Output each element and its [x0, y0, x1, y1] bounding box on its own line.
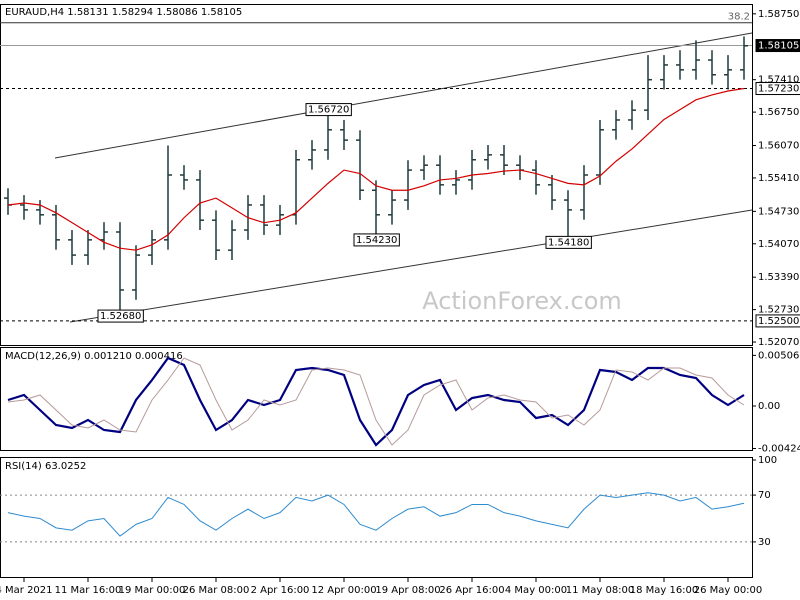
annotation: 1.52680	[100, 311, 141, 322]
fib-label: 38.2	[728, 12, 750, 23]
annotation-box	[97, 309, 144, 323]
macd-title: MACD(12,26,9) 0.001210 0.000416	[5, 351, 183, 362]
annotation-box	[353, 233, 400, 247]
series-line	[7, 356, 745, 447]
y-tick-label: 1.57410	[758, 75, 799, 86]
annotation-box	[545, 235, 592, 249]
y-tick-label: 70	[758, 490, 771, 501]
y-tick-label: 0.00	[758, 401, 780, 412]
y-tick-label: 1.54070	[758, 239, 799, 250]
y-tick-label: 30	[758, 537, 771, 548]
level-label: 1.58105	[758, 41, 799, 52]
y-tick-label: -0.004248	[758, 443, 800, 454]
x-tick-label: 4 May 00:00	[505, 585, 567, 596]
moving-average	[7, 87, 745, 251]
series-line	[7, 492, 745, 537]
x-tick-label: 2 Apr 16:00	[251, 585, 310, 596]
x-tick-label: 26 Apr 16:00	[439, 585, 504, 596]
annotation: 1.56720	[308, 105, 349, 116]
level-label-box	[755, 314, 800, 328]
rsi-title: RSI(14) 63.0252	[5, 461, 86, 472]
level-label-box	[755, 82, 800, 96]
watermark: ActionForex.com	[422, 287, 622, 315]
y-tick-label: 1.56750	[758, 107, 799, 118]
x-tick-label: 4 Mar 2021	[0, 585, 53, 596]
x-tick-label: 26 May 00:00	[694, 585, 763, 596]
y-tick-label: 1.58750	[758, 9, 799, 20]
x-tick-label: 19 Mar 00:00	[119, 585, 186, 596]
annotation: 1.54180	[548, 237, 589, 248]
y-tick-label: 100	[758, 455, 777, 466]
x-tick-label: 11 Mar 16:00	[55, 585, 122, 596]
y-tick-label: 1.56070	[758, 141, 799, 152]
annotation-box	[305, 103, 352, 117]
y-tick-label: 1.52730	[758, 305, 799, 316]
y-tick-label: 1.52070	[758, 337, 799, 348]
y-tick-label: 1.53390	[758, 272, 799, 283]
level-label-box	[755, 39, 800, 53]
channel-upper	[54, 32, 753, 159]
y-tick-label: 1.55410	[758, 173, 799, 184]
y-tick-label: 1.54730	[758, 206, 799, 217]
y-tick-label: 0.005062	[758, 350, 800, 361]
x-tick-label: 18 May 16:00	[630, 585, 699, 596]
x-tick-label: 11 May 08:00	[566, 585, 635, 596]
channel-lower	[69, 209, 753, 323]
x-tick-label: 19 Apr 08:00	[375, 585, 440, 596]
x-tick-label: 26 Mar 08:00	[183, 585, 250, 596]
level-label: 1.52500	[758, 316, 799, 327]
annotation: 1.54230	[356, 235, 397, 246]
series-line	[7, 357, 745, 446]
macd-panel	[0, 347, 753, 451]
x-tick-label: 12 Apr 00:00	[311, 585, 376, 596]
price-panel	[0, 4, 753, 346]
level-label: 1.57230	[758, 84, 799, 95]
rsi-panel	[0, 457, 753, 578]
chart-title: EURAUD,H4 1.58131 1.58294 1.58086 1.5810…	[5, 7, 242, 18]
